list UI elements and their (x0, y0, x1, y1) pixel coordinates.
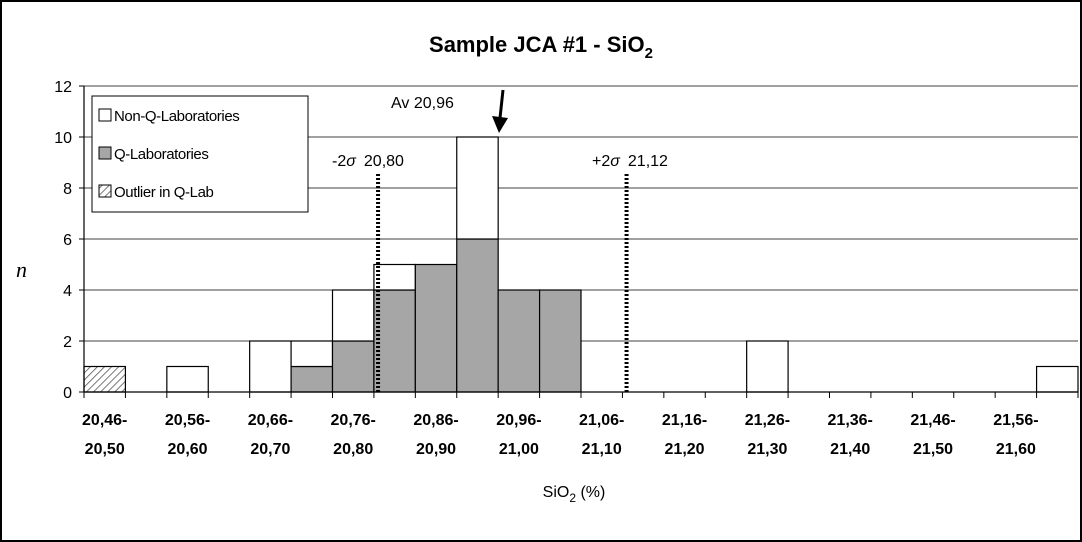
bar-non-q-laboratories (373, 263, 416, 291)
x-tick-label: 20,96- (496, 412, 541, 429)
bar-q-laboratories (456, 238, 499, 393)
bar-non-q-laboratories (456, 136, 499, 240)
x-tick-label: 21,40 (830, 441, 870, 458)
y-tick-label: 4 (63, 283, 72, 300)
bar-q-laboratories (538, 289, 582, 393)
y-tick-label: 2 (63, 334, 72, 351)
bar-q-laboratories (373, 289, 416, 393)
chart-title-subscript: 2 (645, 45, 653, 62)
x-tick-label: 21,00 (499, 441, 539, 458)
legend-label-non-q: Non-Q-Laboratories (114, 108, 239, 125)
y-axis-ticks: 0 2 4 6 8 10 12 (54, 79, 84, 402)
x-tick-label: 21,30 (747, 441, 787, 458)
chart-title: Sample JCA #1 - SiO2 (429, 32, 653, 62)
y-axis-label: n (16, 257, 27, 282)
bar-non-q-laboratories (331, 289, 375, 342)
reference-lines (376, 174, 629, 392)
x-tick-label: 21,50 (913, 441, 953, 458)
x-tick-label: 20,86- (413, 412, 458, 429)
x-tick-label: 20,80 (333, 441, 373, 458)
legend-label-q: Q-Laboratories (114, 146, 208, 163)
y-tick-label: 12 (54, 79, 72, 96)
x-axis-label: SiO2 (%) (543, 484, 606, 505)
bars (83, 136, 1079, 393)
bar-non-q-laboratories (1035, 365, 1079, 393)
x-tick-label: 20,60 (168, 441, 208, 458)
x-tick-label: 20,46- (82, 412, 127, 429)
x-tick-label: 21,56- (993, 412, 1038, 429)
x-tick-label: 21,46- (910, 412, 955, 429)
y-tick-label: 10 (54, 130, 72, 147)
bar-non-q-laboratories (249, 340, 292, 393)
x-tick-label: 21,10 (582, 441, 622, 458)
x-tick-label: 20,50 (85, 441, 125, 458)
bar-non-q-laboratories (166, 365, 209, 393)
legend-label-outlier: Outlier in Q-Lab (114, 184, 214, 201)
x-tick-label: 20,56- (165, 412, 210, 429)
bar-outlier-in-q-lab (83, 365, 127, 393)
bar-non-q-laboratories (290, 340, 334, 368)
bar-q-laboratories (497, 289, 541, 393)
x-tick-label: 21,06- (579, 412, 624, 429)
x-tick-label: 21,16- (662, 412, 707, 429)
bar-q-laboratories (290, 365, 334, 393)
x-tick-label: 21,36- (828, 412, 873, 429)
mean-label: Av 20,96 (391, 95, 454, 112)
bar-q-laboratories (414, 263, 458, 393)
y-tick-label: 0 (63, 385, 72, 402)
y-tick-label: 6 (63, 232, 72, 249)
x-tick-label: 20,76- (331, 412, 376, 429)
x-tick-label: 20,90 (416, 441, 456, 458)
legend-swatch-outlier (98, 184, 112, 198)
bar-non-q-laboratories (746, 340, 789, 393)
x-tick-label: 20,70 (250, 441, 290, 458)
legend-box (91, 95, 309, 213)
x-tick-label: 21,20 (665, 441, 705, 458)
upper-2sigma-label: +2σ 21,12 (592, 153, 668, 170)
x-axis-ticks: 20,46- 20,50 20,56- 20,60 20,66- 20,70 20,76- 2… (82, 392, 1079, 458)
x-tick-label: 21,60 (996, 441, 1036, 458)
legend-swatch-q (98, 146, 112, 160)
x-tick-label: 21,26- (745, 412, 790, 429)
legend: Non-Q-Laboratories Q-Laboratories Outlie… (91, 95, 309, 213)
lower-2sigma-label: -2σ 20,80 (332, 153, 404, 170)
mean-arrow (492, 89, 508, 133)
legend-swatch-non-q (98, 108, 112, 122)
y-tick-label: 8 (63, 181, 72, 198)
bar-q-laboratories (331, 340, 375, 393)
x-tick-label: 20,66- (248, 412, 293, 429)
